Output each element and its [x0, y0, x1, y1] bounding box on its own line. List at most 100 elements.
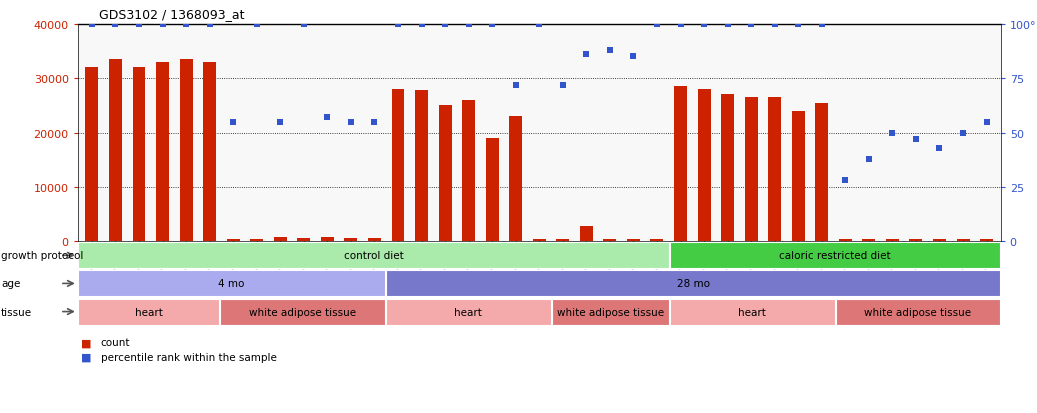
- Text: ■: ■: [81, 337, 91, 347]
- Bar: [745, 98, 758, 242]
- Point: [672, 21, 689, 28]
- Point: [484, 21, 501, 28]
- Point: [813, 21, 830, 28]
- Bar: [768, 98, 781, 242]
- Bar: [298, 238, 310, 242]
- Bar: [933, 240, 946, 242]
- Point: [460, 21, 477, 28]
- Text: tissue: tissue: [1, 307, 32, 317]
- Bar: [670, 243, 1001, 268]
- Text: white adipose tissue: white adipose tissue: [249, 307, 356, 317]
- Point: [649, 21, 666, 28]
- Bar: [386, 299, 551, 325]
- Bar: [886, 240, 899, 242]
- Point: [437, 21, 453, 28]
- Point: [413, 21, 429, 28]
- Point: [366, 119, 383, 126]
- Text: count: count: [101, 337, 130, 347]
- Bar: [156, 63, 169, 242]
- Bar: [627, 240, 640, 242]
- Point: [931, 145, 948, 152]
- Bar: [909, 240, 923, 242]
- Point: [84, 21, 101, 28]
- Point: [201, 21, 218, 28]
- Point: [978, 119, 994, 126]
- Point: [107, 21, 123, 28]
- Bar: [85, 68, 99, 242]
- Point: [507, 82, 524, 89]
- Text: heart: heart: [738, 307, 766, 317]
- Point: [319, 115, 336, 121]
- Bar: [956, 240, 970, 242]
- Bar: [133, 68, 145, 242]
- Bar: [721, 95, 734, 242]
- Text: ■: ■: [81, 352, 91, 362]
- Point: [885, 130, 901, 136]
- Bar: [815, 103, 829, 242]
- Bar: [980, 240, 993, 242]
- Bar: [552, 299, 669, 325]
- Point: [766, 21, 783, 28]
- Point: [555, 82, 571, 89]
- Bar: [392, 90, 404, 242]
- Text: white adipose tissue: white adipose tissue: [557, 307, 664, 317]
- Point: [861, 156, 877, 162]
- Point: [790, 21, 807, 28]
- Bar: [580, 226, 593, 242]
- Point: [390, 21, 407, 28]
- Bar: [839, 240, 851, 242]
- Bar: [179, 60, 193, 242]
- Point: [696, 21, 712, 28]
- Bar: [556, 240, 569, 242]
- Bar: [78, 243, 669, 268]
- Text: caloric restricted diet: caloric restricted diet: [779, 251, 891, 261]
- Point: [225, 119, 242, 126]
- Bar: [792, 112, 805, 242]
- Point: [625, 54, 642, 61]
- Bar: [604, 240, 616, 242]
- Point: [742, 21, 759, 28]
- Text: 28 mo: 28 mo: [676, 279, 709, 289]
- Bar: [386, 271, 1001, 297]
- Bar: [203, 63, 216, 242]
- Bar: [533, 240, 545, 242]
- Text: heart: heart: [135, 307, 163, 317]
- Bar: [220, 299, 385, 325]
- Point: [531, 21, 548, 28]
- Point: [907, 136, 924, 143]
- Bar: [509, 117, 523, 242]
- Text: 4 mo: 4 mo: [219, 279, 245, 289]
- Text: control diet: control diet: [343, 251, 403, 261]
- Bar: [415, 91, 428, 242]
- Point: [837, 178, 853, 184]
- Point: [955, 130, 972, 136]
- Text: percentile rank within the sample: percentile rank within the sample: [101, 352, 277, 362]
- Bar: [250, 240, 263, 242]
- Point: [296, 21, 312, 28]
- Bar: [463, 101, 475, 242]
- Bar: [698, 90, 710, 242]
- Bar: [863, 240, 875, 242]
- Text: growth protocol: growth protocol: [1, 251, 83, 261]
- Text: white adipose tissue: white adipose tissue: [864, 307, 972, 317]
- Bar: [439, 106, 451, 242]
- Point: [601, 47, 618, 54]
- Bar: [320, 238, 334, 242]
- Point: [342, 119, 359, 126]
- Bar: [650, 240, 664, 242]
- Text: heart: heart: [454, 307, 482, 317]
- Bar: [368, 239, 381, 242]
- Point: [177, 21, 194, 28]
- Text: GDS3102 / 1368093_at: GDS3102 / 1368093_at: [99, 8, 244, 21]
- Bar: [274, 238, 286, 242]
- Point: [272, 119, 288, 126]
- Bar: [674, 87, 686, 242]
- Bar: [78, 271, 385, 297]
- Point: [720, 21, 736, 28]
- Bar: [485, 139, 499, 242]
- Text: age: age: [1, 279, 21, 289]
- Bar: [78, 299, 219, 325]
- Point: [131, 21, 147, 28]
- Bar: [836, 299, 1001, 325]
- Point: [155, 21, 171, 28]
